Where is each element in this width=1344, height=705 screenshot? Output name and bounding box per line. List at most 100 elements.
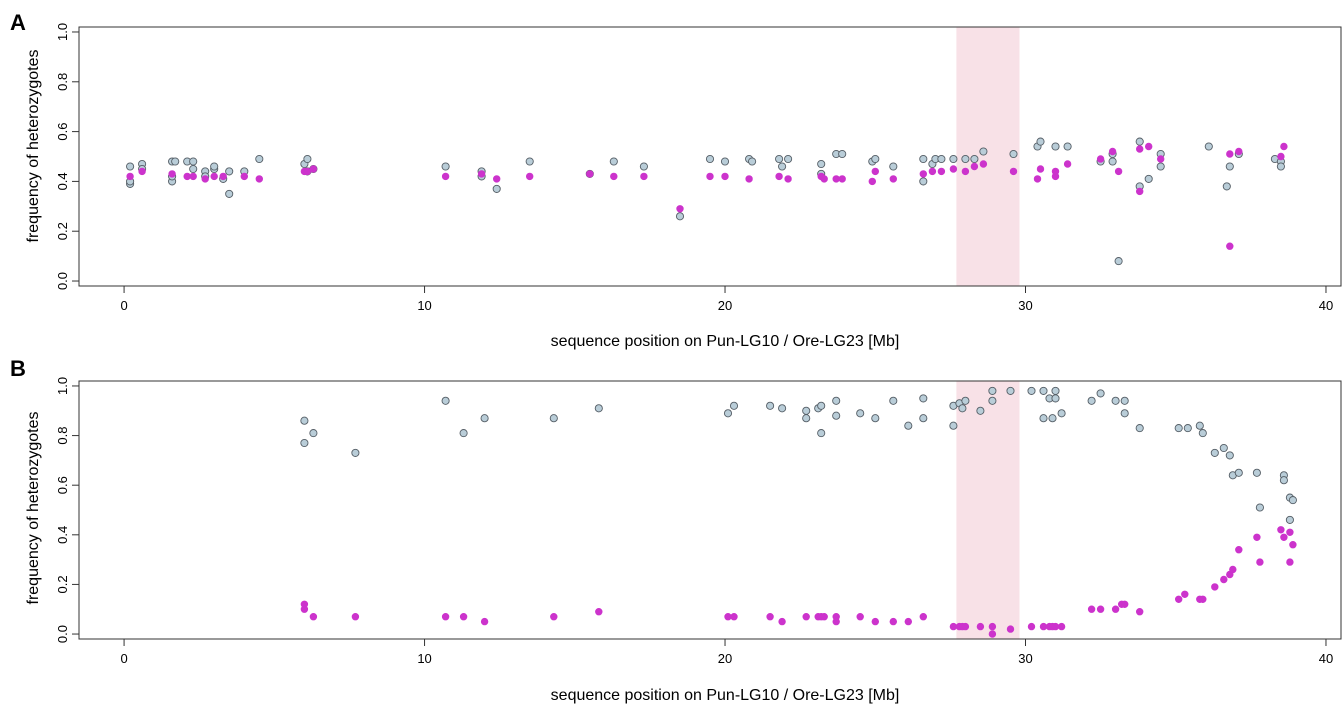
y-tick-label: 0.4 [55,526,70,544]
data-point-light [988,396,997,405]
data-point-light [988,386,997,395]
data-point-magenta [1277,526,1285,534]
y-tick-label: 0.6 [55,123,70,141]
data-point-light [1036,137,1045,146]
y-tick-label: 1.0 [55,377,70,395]
x-tick-label: 40 [1319,651,1333,666]
data-point-light [817,159,826,169]
data-point-magenta [961,167,970,176]
data-point-light [979,147,988,156]
data-point-magenta [1211,583,1219,591]
y-tick-label: 0.8 [55,73,70,91]
data-point-light [255,154,264,164]
data-point-magenta [1286,558,1294,566]
data-point-magenta [820,612,828,621]
data-point-magenta [979,160,988,168]
data-point-magenta [820,175,828,183]
data-point-magenta [919,170,927,178]
data-point-light [1039,414,1048,423]
data-point-magenta [1135,145,1144,153]
data-point-magenta [550,612,558,621]
data-point-magenta [1235,545,1243,554]
data-point-magenta [832,617,840,626]
y-tick-label: 0.8 [55,427,70,445]
y-tick-label: 0.4 [55,172,70,190]
data-point-light [958,404,967,413]
data-point-light [766,401,775,410]
y-tick-label: 0.2 [55,222,70,240]
data-point-light [871,154,880,164]
plot-frame [78,380,1342,640]
data-point-magenta [309,165,318,173]
data-point-magenta [1120,600,1129,608]
x-axis-label: sequence position on Pun-LG10 / Ore-LG23… [551,687,900,704]
panel-a: A frequency of heterozygotes sequence po… [10,10,1342,350]
data-point-light [1219,443,1228,453]
data-point-light [459,429,468,438]
x-tick-label: 30 [1018,298,1032,313]
data-point-magenta [1220,575,1228,584]
data-point-light [492,184,501,193]
data-point-magenta [1226,242,1234,250]
data-point-magenta [1057,622,1066,631]
data-point-light [1114,257,1123,266]
data-point-magenta [904,617,912,626]
data-point-magenta [1135,187,1144,196]
data-point-magenta [775,172,783,181]
data-point-light [817,401,826,410]
data-point-magenta [1289,540,1297,549]
data-point-magenta [201,175,209,183]
x-tick-label: 0 [120,298,127,313]
panel-label: B [10,356,26,381]
x-tick-label: 10 [417,651,431,666]
data-point-magenta [1226,150,1234,158]
data-point-magenta [1033,175,1042,183]
data-point-light [919,394,928,403]
data-point-magenta [871,617,879,626]
data-point-light [1198,429,1207,438]
data-point-light [871,414,880,423]
data-point-magenta [988,622,997,631]
y-tick-label: 0.0 [55,272,70,290]
data-point-magenta [138,167,146,176]
y-axis-label: frequency of heterozygotes [25,411,42,604]
data-point-magenta [493,175,501,183]
data-point-light [1225,162,1234,171]
data-point-light [1051,394,1060,403]
data-point-magenta [1051,167,1060,176]
data-point-light [189,164,198,174]
data-point-magenta [871,167,879,176]
data-point-light [309,429,318,438]
data-point-magenta [802,612,810,621]
data-point-magenta [1280,142,1288,151]
data-point-light [1276,162,1285,171]
data-point-magenta [868,177,876,186]
data-point-magenta [976,622,985,631]
data-point-magenta [838,175,846,183]
data-point-light [1108,157,1117,166]
data-point-magenta [778,617,786,626]
data-point-magenta [640,172,648,181]
data-point-light [303,154,312,164]
data-point-magenta [351,612,360,621]
data-point-magenta [189,172,197,181]
data-point-magenta [961,622,970,631]
data-point-magenta [126,172,134,181]
data-point-magenta [610,172,618,181]
data-point-light [300,416,309,425]
x-tick-label: 20 [718,298,732,313]
data-point-magenta [706,172,714,181]
data-point-magenta [210,172,218,181]
panel-b: B frequency of heterozygotes sequence po… [10,356,1342,704]
x-tick-label: 40 [1319,298,1333,313]
data-point-magenta [459,612,468,621]
data-point-light [919,154,928,164]
data-point-light [1225,451,1234,460]
data-point-light [1096,389,1105,398]
data-point-magenta [1280,533,1288,541]
data-point-light [832,411,841,420]
data-point-light [441,396,450,405]
data-point-magenta [730,612,738,621]
data-point-light [1279,476,1288,485]
data-point-magenta [1199,595,1207,603]
